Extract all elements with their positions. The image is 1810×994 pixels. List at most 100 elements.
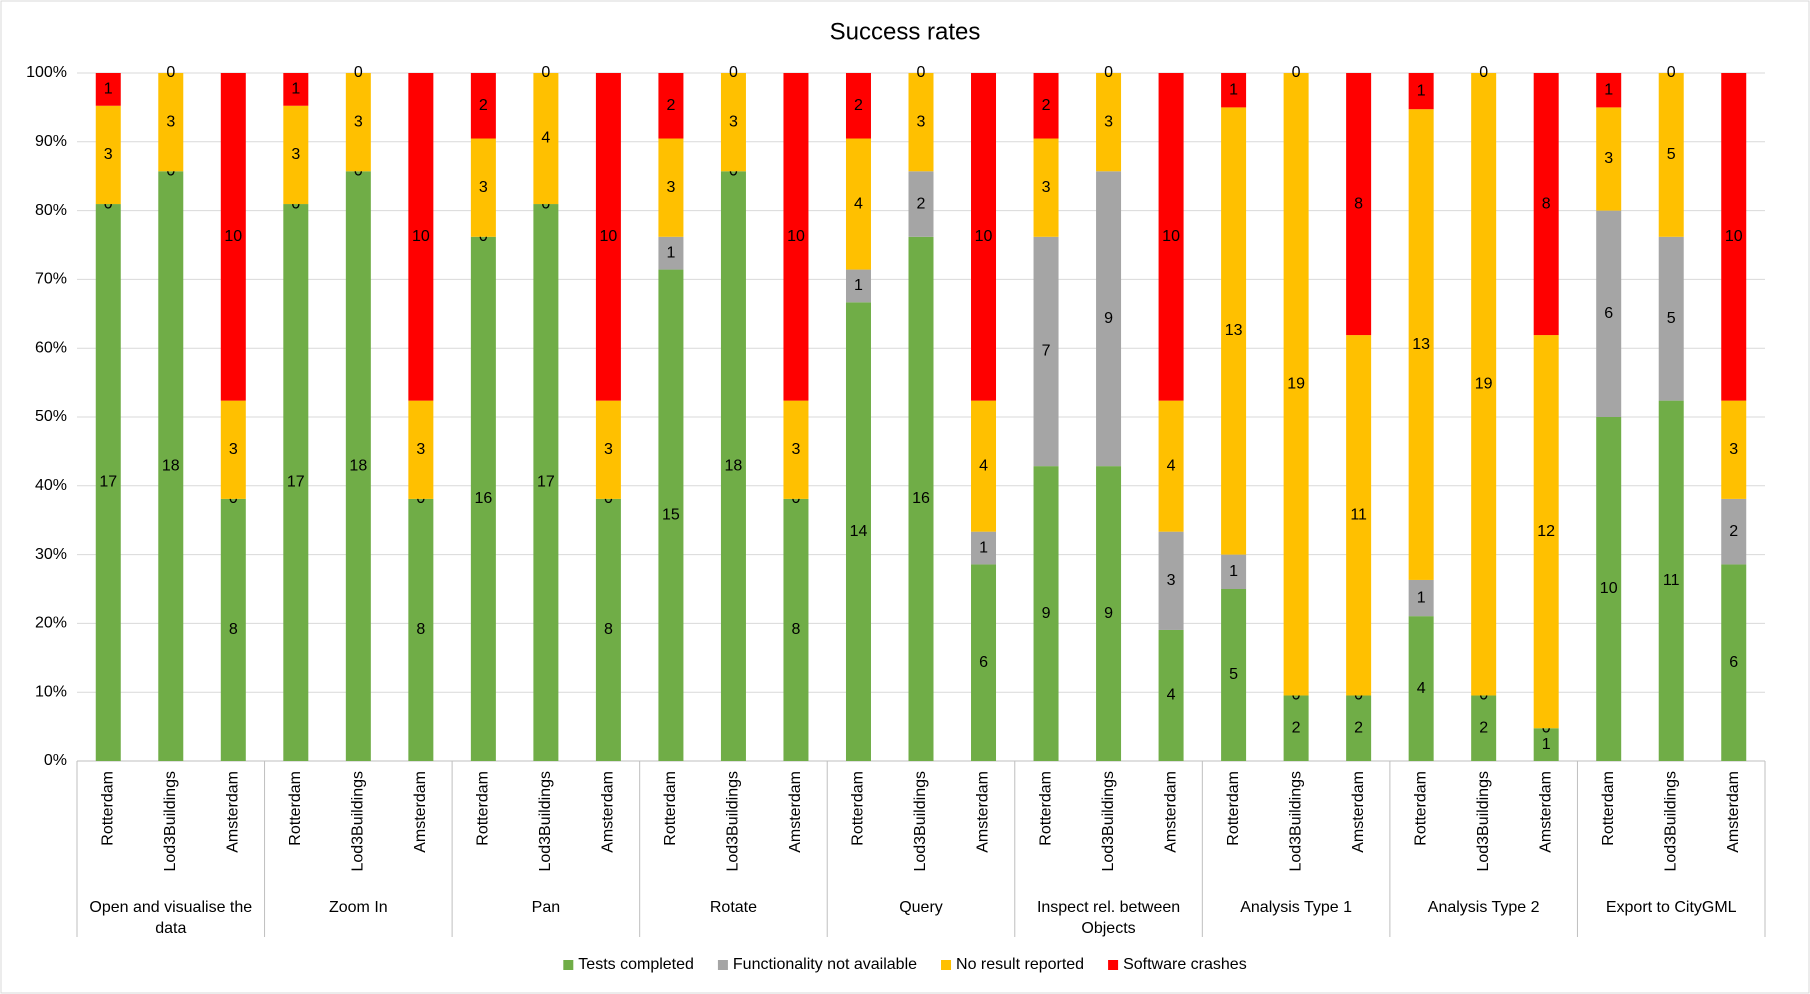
data-label: 1 [291,81,300,98]
bar-segment [220,73,246,401]
data-label: 16 [912,490,930,507]
data-label: 4 [854,195,863,212]
bar-segment [783,498,809,761]
bar-segment [470,73,496,139]
data-label: 4 [541,130,550,147]
data-label: 10 [1600,580,1618,597]
group-label: Query [899,899,943,916]
bar-segment [1721,73,1747,401]
bar-segment [1033,138,1059,237]
x-tick-label: Lod3Buildings [725,771,742,872]
group-label: Analysis Type 2 [1427,899,1540,916]
bar-segment [658,73,684,139]
data-label: 3 [229,441,238,458]
data-label: 2 [1729,523,1738,540]
bar-segment [1533,335,1559,729]
data-label: 17 [287,474,305,491]
bar-segment [783,400,809,499]
x-tick-label: Amsterdam [1350,771,1367,853]
data-label: 0 [729,64,738,81]
data-label: 7 [1042,343,1051,360]
data-label: 1 [104,81,113,98]
bar-segment [845,138,871,270]
chart-title: Success rates [830,18,981,45]
x-tick-label: Lod3Buildings [162,771,179,872]
data-label: 1 [1542,736,1551,753]
bar-segment [1096,466,1122,761]
data-label: 2 [1292,719,1301,736]
group-label: Zoom In [328,899,388,916]
data-label: 1 [1417,589,1426,606]
bar-segment [971,564,997,761]
y-tick-label: 0% [44,752,67,769]
bar-segment [1221,554,1247,589]
data-label: 3 [1167,572,1176,589]
data-label: 3 [729,113,738,130]
bar-segment [1283,695,1309,761]
data-label: 3 [166,113,175,130]
data-label: 9 [1104,310,1113,327]
bar-segment [783,73,809,401]
data-label: 19 [1475,375,1493,392]
bar-segment [1346,335,1372,696]
data-label: 18 [162,457,180,474]
x-tick-label: Lod3Buildings [350,771,367,872]
legend-label: Functionality not available [733,956,917,973]
data-label: 0 [1479,64,1488,81]
group-label: Inspect rel. between Objects [1036,899,1181,937]
data-label: 9 [1042,605,1051,622]
bar-segment [908,236,934,762]
data-label: 0 [166,64,175,81]
bar-segment [1721,498,1747,565]
x-tick-label: Rotterdam [475,771,492,846]
bar-segment [95,73,121,106]
x-tick-label: Amsterdam [787,771,804,853]
bar-segment [1158,73,1184,401]
legend-swatch [563,960,574,970]
x-tick-label: Amsterdam [600,771,617,853]
bar-segment [345,73,371,172]
data-label: 11 [1350,507,1367,524]
data-label: 15 [662,507,680,524]
data-label: 2 [666,97,675,114]
bar-segment [908,171,934,237]
x-tick-label: Rotterdam [1037,771,1054,846]
legend-swatch [717,960,728,970]
data-label: 8 [229,621,238,638]
bar-segment [908,73,934,172]
data-label: 3 [104,146,113,163]
data-label: 3 [792,441,801,458]
data-label: 13 [1412,336,1430,353]
bar-segment [971,531,997,565]
x-tick-label: Amsterdam [412,771,429,853]
bar-segment [1158,531,1184,630]
bar-segment [470,236,496,762]
data-label: 1 [1229,563,1238,580]
data-label: 10 [787,228,805,245]
bar-segment [1033,73,1059,139]
x-tick-label: Lod3Buildings [1662,771,1679,872]
data-label: 8 [604,621,613,638]
bar-segment [1346,695,1372,761]
bar-segment [1096,171,1122,467]
y-tick-label: 60% [35,339,67,356]
data-label: 18 [725,457,743,474]
data-label: 0 [917,64,926,81]
bar-segment [1408,73,1434,110]
bar-segment [408,498,434,761]
bar-segment [595,73,621,401]
y-tick-label: 80% [35,202,67,219]
data-label: 4 [979,457,988,474]
data-label: 2 [854,97,863,114]
data-label: 5 [1229,666,1238,683]
group-label: Pan [531,899,561,916]
data-label: 1 [1417,82,1426,99]
bar-segment [408,73,434,401]
group-label: Open and visualise the data [89,899,253,937]
bar-segment [1721,400,1747,499]
data-label: 0 [1292,64,1301,81]
data-label: 0 [1104,64,1113,81]
data-label: 3 [354,113,363,130]
data-label: 10 [975,228,993,245]
